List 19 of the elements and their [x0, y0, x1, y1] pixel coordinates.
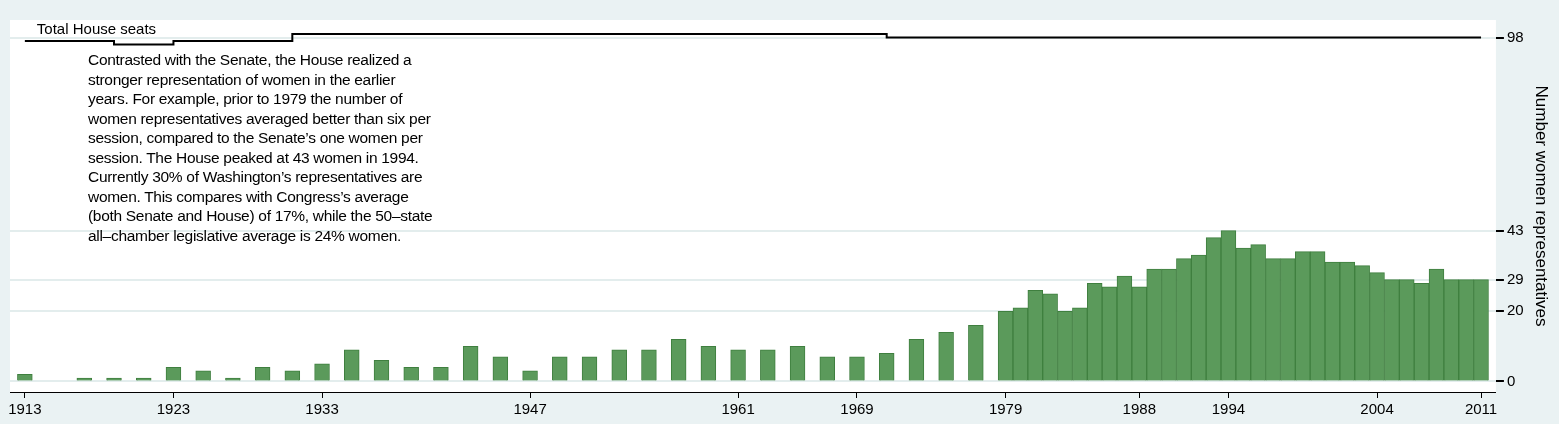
- x-tick-label: 1923: [156, 400, 191, 418]
- text: Contrasted with the Senate, the House realized a stronger representation of women in the earlier years. For example, prior to 1979 the number of women representatives averaged better than six per session, compared to the Senate’s one women per session. The House peaked at 43 women in 1994. Currently 30% of Washington’s representatives are women. This compares with Congress’s average (both Senate and House) of 17%, while the 50–state all–chamber legislative average is 24% women.: [88, 51, 433, 244]
- y-tick-label: 29: [1506, 269, 1524, 287]
- x-tick-label: 2004: [1360, 400, 1394, 418]
- y-tick-label: 98: [1506, 27, 1524, 45]
- x-tick-label: 1913: [8, 400, 42, 418]
- x-tick-label: 2011: [1464, 400, 1498, 418]
- y-axis-title: Number women representatives: [1532, 85, 1552, 327]
- x-tick-label: 1988: [1122, 400, 1156, 418]
- x-tick-label: 1961: [721, 400, 755, 418]
- y-tick-label: 20: [1506, 301, 1524, 319]
- x-tick-label: 1947: [513, 400, 547, 418]
- x-tick-label: 1994: [1211, 400, 1246, 418]
- x-tick-label: 1969: [840, 400, 874, 418]
- x-tick-label: 1979: [988, 400, 1023, 418]
- y-tick-label: 43: [1506, 220, 1524, 238]
- y-tick-label: 0: [1506, 371, 1516, 389]
- series-label: Total House seats: [36, 19, 157, 37]
- x-tick-label: 1933: [305, 400, 339, 418]
